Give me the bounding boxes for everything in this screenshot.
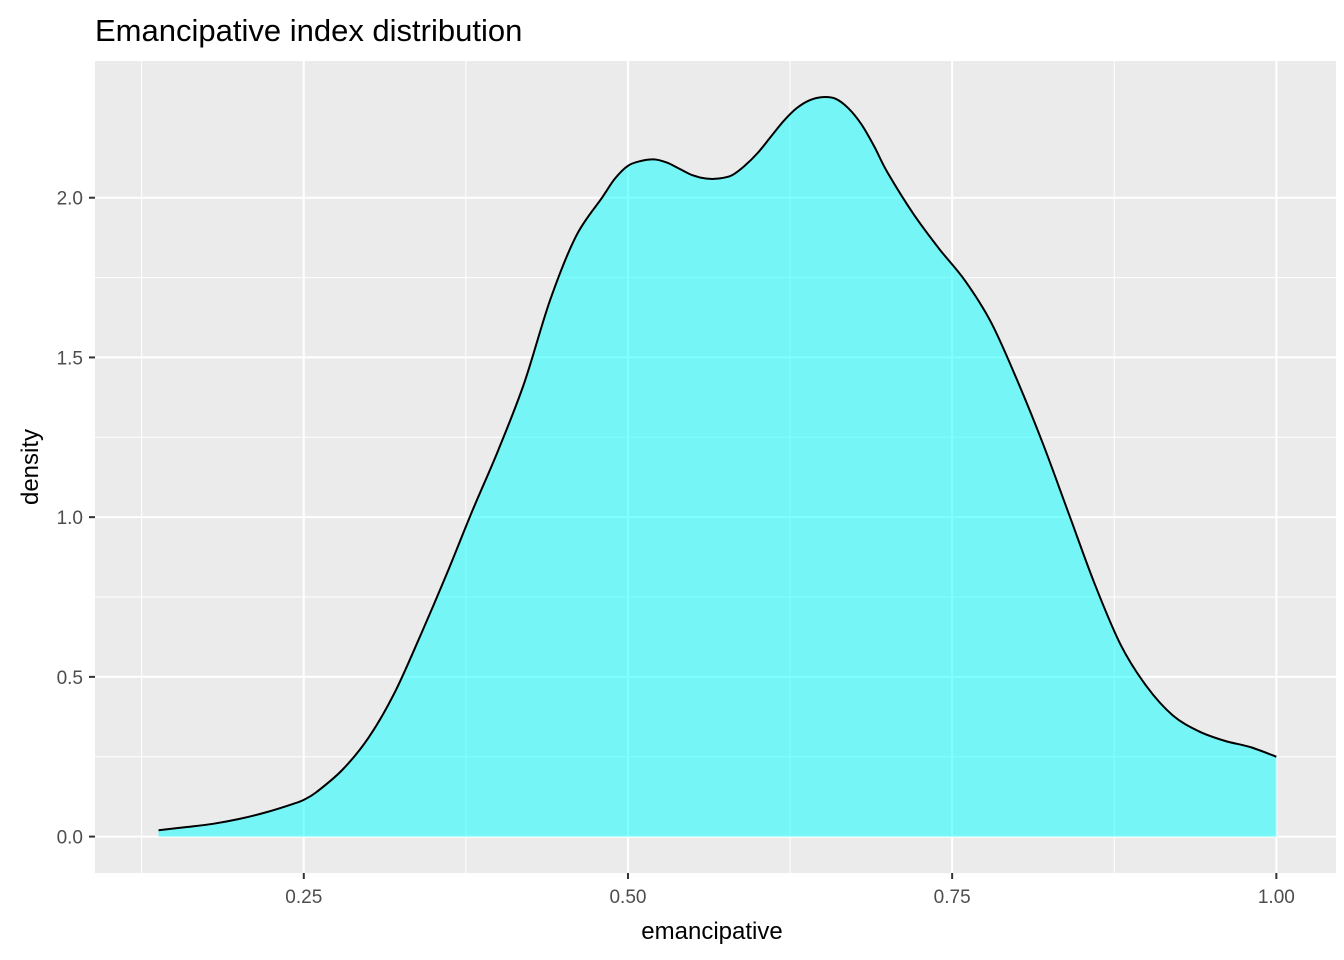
x-tick-label: 0.50 — [609, 887, 646, 908]
y-tick-label: 1.0 — [57, 508, 83, 529]
density-line — [158, 95, 1277, 832]
x-axis-title: emancipative — [641, 918, 782, 945]
x-tick-label: 0.75 — [934, 887, 971, 908]
density-area — [158, 96, 1277, 837]
y-axis: 0.0 0.5 1.0 1.5 2.0 — [57, 189, 95, 849]
y-tick-label: 0.0 — [57, 828, 83, 849]
x-tick-label: 0.25 — [285, 887, 322, 908]
y-tick-label: 1.5 — [57, 348, 83, 369]
x-axis: 0.25 0.50 0.75 1.00 — [285, 873, 1295, 908]
y-axis-title: density — [17, 429, 44, 505]
y-tick-label: 2.0 — [57, 189, 83, 210]
y-tick-label: 0.5 — [57, 668, 83, 689]
chart-title: Emancipative index distribution — [95, 13, 522, 48]
x-tick-label: 1.00 — [1258, 887, 1295, 908]
